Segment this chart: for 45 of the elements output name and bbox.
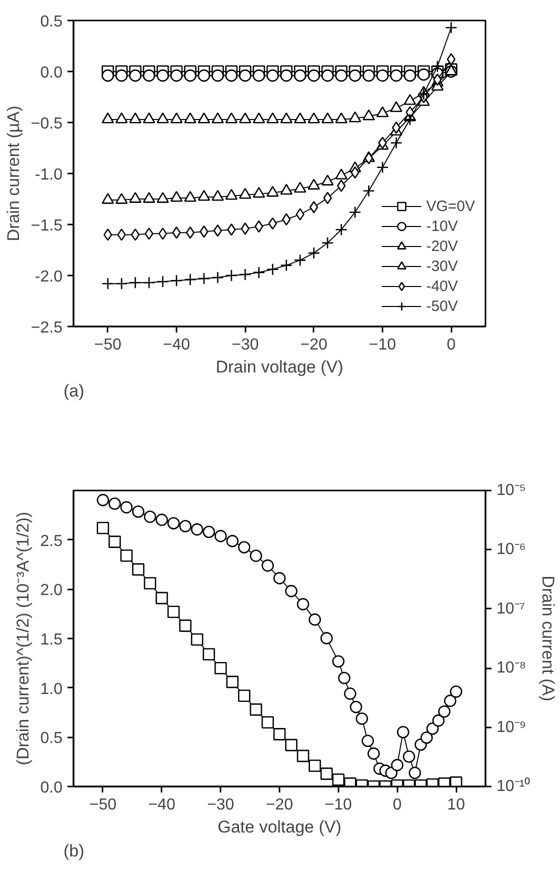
y-tick-label: -2.0	[34, 268, 63, 286]
x-tick-label: −50	[94, 336, 122, 354]
y-tick-label: 0.0	[40, 780, 63, 796]
y2-tick-label: 10⁻⁶	[496, 541, 526, 558]
legend-label: VG=0V	[426, 196, 475, 216]
legend-label: -10V	[426, 216, 458, 236]
y-tick-label: 2.5	[40, 532, 63, 550]
y-tick-label: 2.0	[40, 582, 63, 600]
x-tick-label: 10	[447, 796, 466, 814]
y2-tick-label: 10⁻⁵	[496, 482, 526, 499]
x-tick-label: −30	[232, 336, 259, 354]
y2-axis-title: Drain current (A)	[538, 576, 558, 702]
text: (a)	[64, 382, 84, 400]
y-tick-label: 0.5	[40, 730, 63, 748]
x-tick-label: −10	[324, 796, 352, 814]
y2-tick-label: 10⁻⁹	[496, 718, 526, 736]
x-tick-label: −30	[207, 796, 234, 814]
y-tick-label: 1.0	[40, 680, 63, 698]
y-axis-title: Drain current (µA)	[4, 106, 23, 242]
y-tick-label: −1.5	[30, 218, 63, 234]
text: (b)	[64, 842, 84, 860]
y-tick-label: -1.0	[34, 166, 63, 184]
x-tick-label: 0	[392, 796, 402, 814]
legend-label: -20V	[426, 236, 458, 256]
y2-tick-label: 10⁻⁷	[496, 600, 526, 618]
y2-tick-label: 10⁻¹⁰	[496, 777, 531, 795]
x-tick-label: −20	[266, 796, 294, 814]
y2-tick-label: 10⁻⁸	[496, 660, 526, 677]
legend-label: -30V	[426, 256, 458, 276]
legend-label: -40V	[426, 276, 458, 296]
legend-label: -50V	[426, 296, 458, 316]
x-tick-label: 0	[446, 336, 456, 354]
x-axis-title: Drain voltage (V)	[216, 358, 344, 376]
y-tick-label: 0.0	[40, 64, 63, 82]
y-tick-label: 1.5	[40, 632, 63, 648]
y-axis-title: (Drain current)^(1/2) (10⁻³A^(1/2))	[13, 512, 32, 766]
x-tick-label: −40	[148, 796, 176, 814]
x-tick-label: −20	[300, 336, 328, 354]
y-tick-label: −0.5	[30, 116, 63, 132]
y-tick-label: 0.5	[40, 14, 63, 30]
x-tick-label: −40	[162, 336, 190, 354]
x-tick-label: −50	[89, 796, 117, 814]
x-tick-label: −10	[368, 336, 396, 354]
x-axis-title: Gate voltage (V)	[218, 818, 342, 836]
y-tick-label: −2.5	[30, 320, 63, 336]
